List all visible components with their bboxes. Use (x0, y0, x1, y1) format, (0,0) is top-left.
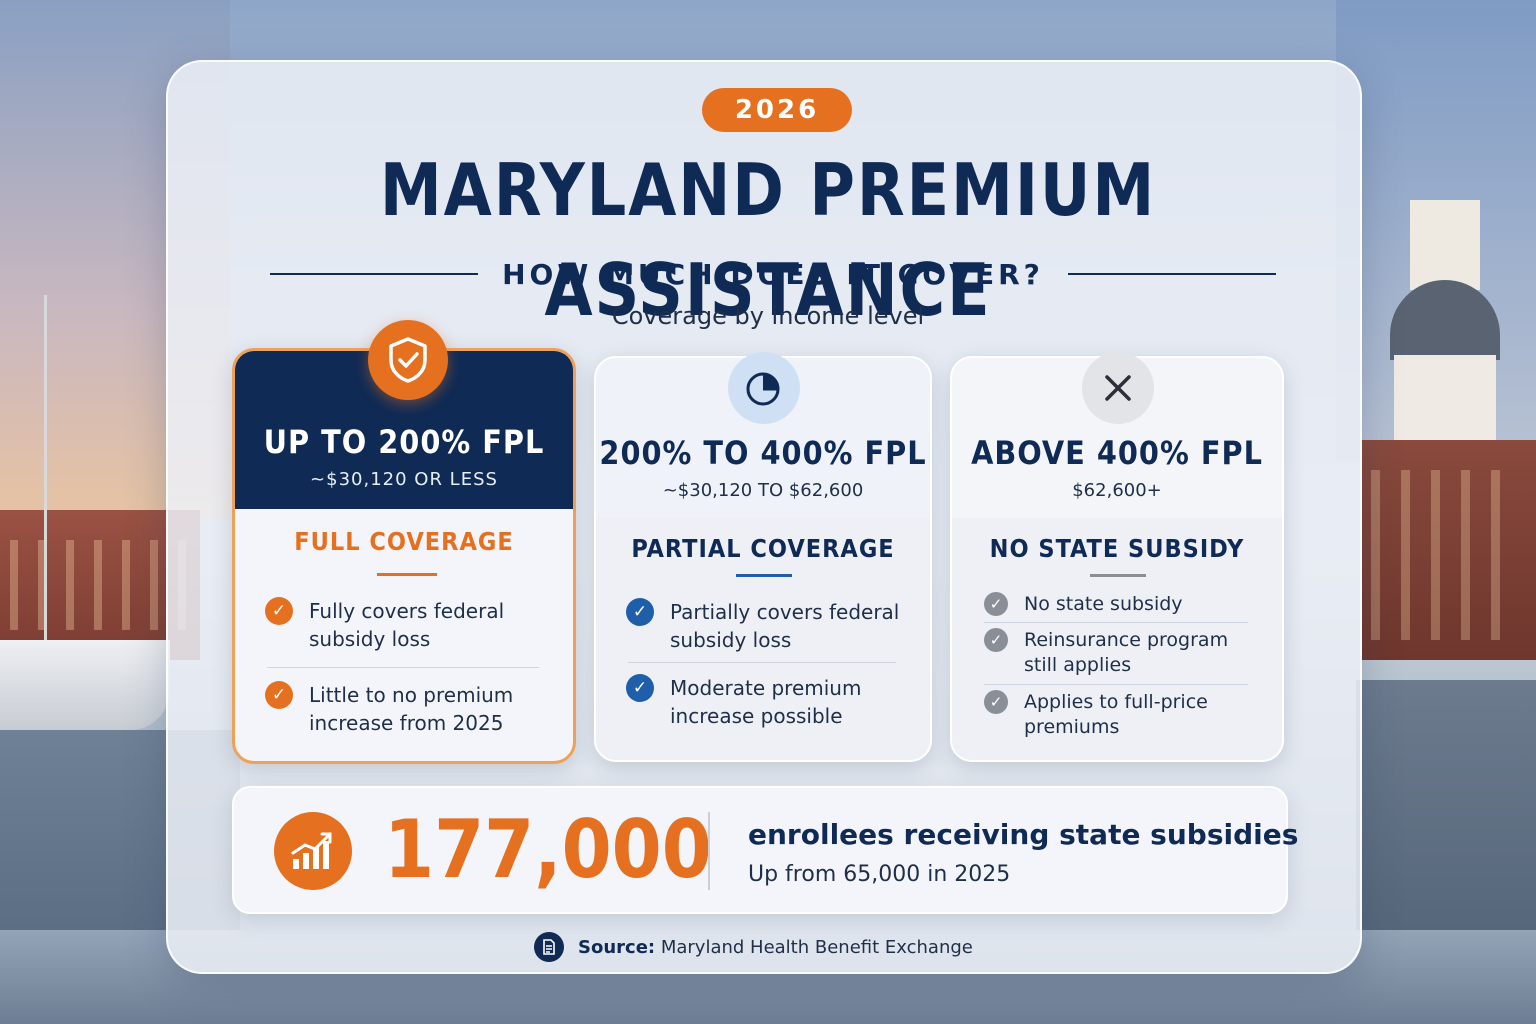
subtitle: HOW MUCH DOES IT COVER? (502, 257, 1044, 291)
subtitle-rule-right (1067, 273, 1276, 275)
tier-card-body: NO STATE SUBSIDY ✓ No state subsidy ✓ Re… (952, 518, 1282, 760)
list-item: ✓ Reinsurance program still applies (984, 628, 1256, 678)
coverage-underline (1090, 574, 1146, 577)
list-item-text: Applies to full-price premiums (1024, 691, 1208, 738)
year-badge: 2026 (702, 88, 852, 132)
divider (984, 622, 1248, 623)
list-item: ✓ No state subsidy (984, 592, 1256, 617)
list-item: ✓ Moderate premium increase possible (626, 674, 904, 730)
list-item: ✓ Little to no premium increase from 202… (265, 681, 547, 737)
check-icon: ✓ (265, 681, 293, 709)
check-icon: ✓ (626, 674, 654, 702)
divider (267, 667, 539, 668)
list-item-text: Moderate premium increase possible (670, 676, 862, 728)
x-icon (1082, 352, 1154, 424)
check-icon: ✓ (984, 592, 1008, 616)
pie-chart-icon (728, 352, 800, 424)
background-boat (0, 640, 170, 730)
tier-card-body: FULL COVERAGE ✓ Fully covers federal sub… (235, 509, 573, 761)
document-icon (534, 932, 564, 962)
background-state-house-drum (1394, 355, 1496, 445)
tier-income-range: ~$30,120 OR LESS (310, 469, 498, 490)
caption: Coverage by income level (611, 302, 925, 330)
list-item-text: Reinsurance program still applies (1024, 629, 1229, 676)
check-icon: ✓ (984, 690, 1008, 714)
tier-card-up-to-200: UP TO 200% FPL ~$30,120 OR LESS FULL COV… (232, 348, 576, 764)
page-title: MARYLAND PREMIUM ASSISTANCE (379, 148, 1157, 332)
list-item: ✓ Partially covers federal subsidy loss (626, 598, 904, 654)
subtitle-row: HOW MUCH DOES IT COVER? (270, 254, 1276, 294)
list-item: ✓ Fully covers federal subsidy loss (265, 597, 547, 653)
coverage-underline (377, 573, 437, 576)
divider (628, 662, 896, 663)
enrollee-count: 177,000 (384, 803, 712, 896)
tier-card-body: PARTIAL COVERAGE ✓ Partially covers fede… (596, 518, 930, 760)
background-sailboat-mast (44, 295, 47, 695)
list-item-text: Little to no premium increase from 2025 (309, 683, 514, 735)
list-item-text: Fully covers federal subsidy loss (309, 599, 505, 651)
divider (984, 684, 1248, 685)
coverage-label: NO STATE SUBSIDY (989, 534, 1245, 563)
tier-title: UP TO 200% FPL (263, 423, 545, 461)
check-icon: ✓ (265, 597, 293, 625)
list-item-text: Partially covers federal subsidy loss (670, 600, 900, 652)
coverage-underline (736, 574, 792, 577)
tier-income-range: ~$30,120 TO $62,600 (662, 480, 864, 501)
coverage-label: PARTIAL COVERAGE (631, 534, 895, 563)
background-state-house-dome (1390, 280, 1500, 360)
source-line: Source: Maryland Health Benefit Exchange (534, 932, 973, 962)
stats-divider (708, 812, 710, 890)
tier-title: 200% TO 400% FPL (599, 434, 927, 472)
source-text: Maryland Health Benefit Exchange (660, 936, 973, 958)
check-icon: ✓ (984, 628, 1008, 652)
stats-description: enrollees receiving state subsidies (748, 818, 1299, 851)
growth-chart-icon (274, 812, 352, 890)
tier-card-header: 200% TO 400% FPL ~$30,120 TO $62,600 (596, 358, 930, 518)
list-item-text: No state subsidy (1024, 593, 1183, 615)
check-icon: ✓ (626, 598, 654, 626)
tier-title: ABOVE 400% FPL (971, 434, 1263, 472)
subtitle-rule-left (270, 273, 479, 275)
stats-comparison: Up from 65,000 in 2025 (748, 862, 1011, 887)
tier-card-header: ABOVE 400% FPL $62,600+ (952, 358, 1282, 518)
enrollment-stats: 177,000 enrollees receiving state subsid… (232, 786, 1298, 914)
background-buildings-right (1361, 440, 1536, 660)
shield-check-icon (368, 320, 448, 400)
source-label: Source: (578, 936, 656, 958)
coverage-label: FULL COVERAGE (294, 527, 514, 556)
background-state-house-tower (1410, 200, 1480, 290)
tier-income-range: $62,600+ (1072, 480, 1162, 501)
list-item: ✓ Applies to full-price premiums (984, 690, 1256, 740)
